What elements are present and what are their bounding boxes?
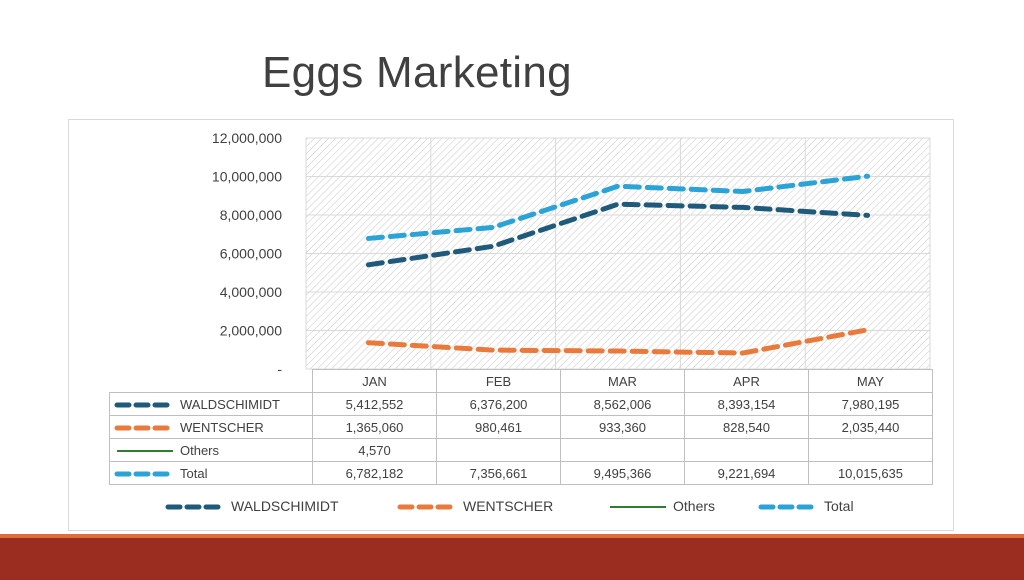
table-row: WALDSCHIMIDT 5,412,552 6,376,200 8,562,006 8… bbox=[109, 392, 933, 416]
series-name: WALDSCHIMIDT bbox=[180, 396, 280, 412]
data-label: 9,495,366 bbox=[560, 461, 685, 485]
series-name: WENTSCHER bbox=[180, 419, 264, 435]
data-label bbox=[436, 438, 561, 462]
data-label: 4,570 bbox=[312, 438, 437, 462]
data-label: 5,412,552 bbox=[312, 392, 437, 416]
table-series-label: Total bbox=[109, 461, 313, 485]
y-tick-label: 10,000,000 bbox=[212, 169, 282, 185]
table-row: Others 4,570 bbox=[109, 438, 933, 462]
legend-label: Total bbox=[824, 498, 854, 514]
table-series-label: WENTSCHER bbox=[109, 415, 313, 439]
y-tick-label: - bbox=[277, 361, 282, 377]
data-label: 10,015,635 bbox=[808, 461, 933, 485]
table-corner bbox=[110, 370, 313, 393]
footer-bar bbox=[0, 534, 1024, 580]
data-label: 8,562,006 bbox=[560, 392, 685, 416]
y-tick-label: 2,000,000 bbox=[220, 323, 282, 339]
x-tick-label: FEB bbox=[436, 369, 561, 393]
data-label: 980,461 bbox=[436, 415, 561, 439]
data-label: 6,782,182 bbox=[312, 461, 437, 485]
data-label: 9,221,694 bbox=[684, 461, 809, 485]
data-label: 7,356,661 bbox=[436, 461, 561, 485]
legend-key-total bbox=[114, 471, 176, 477]
y-tick-label: 4,000,000 bbox=[220, 284, 282, 300]
data-table: JAN FEB MAR APR MAY WALDSCHIMIDT 5,412,552 6,37… bbox=[109, 369, 933, 485]
series-line-wentscher bbox=[365, 327, 871, 356]
data-label: 8,393,154 bbox=[684, 392, 809, 416]
x-tick-label: APR bbox=[684, 369, 809, 393]
data-label: 6,376,200 bbox=[436, 392, 561, 416]
legend-key-wentscher bbox=[397, 504, 459, 510]
series-line-total bbox=[365, 173, 871, 241]
legend-key-others bbox=[117, 450, 173, 453]
table-series-label: WALDSCHIMIDT bbox=[109, 392, 313, 416]
data-label: 1,365,060 bbox=[312, 415, 437, 439]
table-header-row: JAN FEB MAR APR MAY bbox=[110, 369, 933, 393]
data-label: 933,360 bbox=[560, 415, 685, 439]
legend-label: WALDSCHIMIDT bbox=[231, 498, 339, 514]
series-name: Total bbox=[180, 465, 208, 481]
y-tick-label: 12,000,000 bbox=[212, 130, 282, 146]
chart-legend: WALDSCHIMIDT WENTSCHER Others Total bbox=[0, 498, 1024, 520]
data-label: 828,540 bbox=[684, 415, 809, 439]
legend-item-wentscher: WENTSCHER bbox=[397, 498, 553, 514]
data-label bbox=[560, 438, 685, 462]
table-series-label: Others bbox=[109, 438, 313, 462]
series-name: Others bbox=[180, 442, 220, 458]
x-tick-label: MAY bbox=[808, 369, 933, 393]
series-line-waldschimidt bbox=[365, 201, 871, 268]
table-row: Total 6,782,182 7,356,661 9,495,366 9,221,69… bbox=[109, 461, 933, 485]
legend-key-total bbox=[758, 504, 820, 510]
legend-item-waldschimidt: WALDSCHIMIDT bbox=[165, 498, 339, 514]
legend-key-waldschimidt bbox=[165, 504, 227, 510]
data-label bbox=[684, 438, 809, 462]
slide-title: Eggs Marketing bbox=[262, 48, 572, 97]
legend-item-others: Others bbox=[607, 498, 715, 514]
x-tick-label: MAR bbox=[560, 369, 685, 393]
legend-key-waldschimidt bbox=[114, 402, 176, 408]
table-row: WENTSCHER 1,365,060 980,461 933,360 828,540 2… bbox=[109, 415, 933, 439]
legend-label: Others bbox=[673, 498, 716, 514]
legend-item-total: Total bbox=[758, 498, 854, 514]
legend-key-others bbox=[610, 506, 666, 509]
data-label: 2,035,440 bbox=[808, 415, 933, 439]
y-tick-label: 6,000,000 bbox=[220, 246, 282, 262]
x-tick-label: JAN bbox=[312, 369, 437, 393]
legend-label: WENTSCHER bbox=[463, 498, 554, 514]
y-tick-label: 8,000,000 bbox=[220, 207, 282, 223]
data-label bbox=[808, 438, 933, 462]
data-label: 7,980,195 bbox=[808, 392, 933, 416]
legend-key-wentscher bbox=[114, 425, 176, 431]
